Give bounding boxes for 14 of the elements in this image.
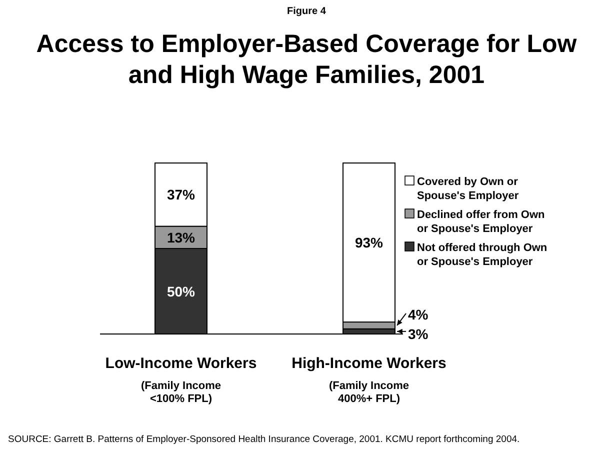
data-label: 3% (408, 326, 429, 342)
data-label: 50% (166, 283, 196, 300)
data-label: 4% (408, 306, 429, 322)
data-label: 37% (166, 186, 196, 203)
source-note: SOURCE: Garrett B. Patterns of Employer-Sponsored Health Insurance Coverage, 2001. KCMU report forthcoming 2004. (8, 434, 520, 445)
data-label: 93% (354, 234, 384, 251)
chart-title: Access to Employer-Based Coverage for Low and High Wage Families, 2001 (36, 30, 578, 89)
chart-subtitle: Figure 4 (287, 6, 326, 17)
legend-label: Declined offer from Own or Spouse's Employer (417, 209, 546, 235)
data-label: 13% (166, 229, 196, 246)
legend-label: Not offered through Own or Spouse's Employer (417, 242, 548, 268)
x-tick-label: Low-Income Workers (Family Income <100% FPL) (105, 355, 257, 405)
x-tick-label: High-Income Workers (Family Income 400%+ FPL) (292, 355, 446, 405)
legend-label: Covered by Own or Spouse's Employer (417, 176, 520, 202)
